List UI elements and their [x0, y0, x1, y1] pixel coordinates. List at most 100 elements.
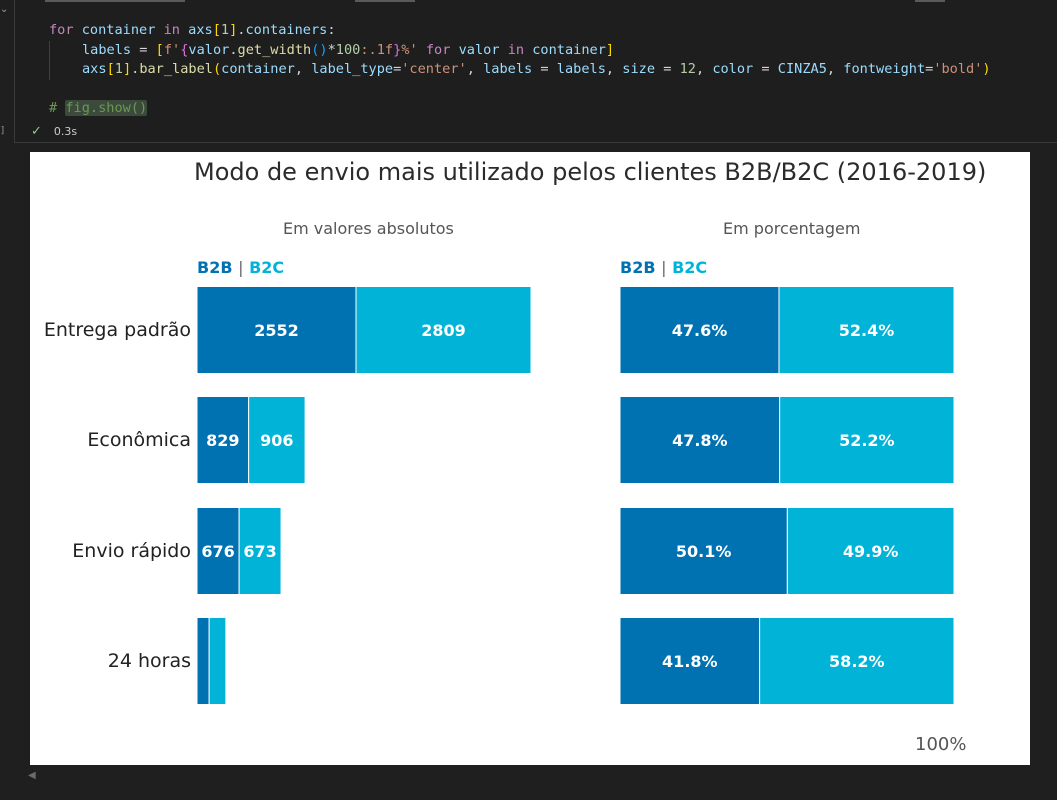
code-line: for container in axs[1].containers:: [49, 21, 991, 41]
code-token: get_width: [237, 41, 312, 58]
abs-bar-label: 676: [201, 542, 234, 561]
code-line: axs[1].bar_label(container, label_type='…: [49, 60, 991, 80]
x-tick-100: 100%: [915, 734, 967, 755]
pct-bar-b2b: [619, 286, 780, 374]
code-token: %': [401, 41, 426, 58]
code-token: [: [212, 22, 221, 38]
code-token: container: [532, 41, 606, 58]
code-token: (): [311, 41, 328, 58]
code-token: containers: [245, 22, 328, 38]
legend-separator: |: [238, 258, 244, 277]
code-token: ,: [695, 61, 713, 77]
code-token: *: [327, 41, 336, 58]
category-label: Econômica: [87, 429, 191, 451]
legend-b2c: B2C: [672, 258, 708, 277]
pct-bar-label: 47.6%: [672, 321, 728, 340]
code-token: =: [139, 41, 156, 58]
code-token: ): [982, 61, 991, 77]
code-token: color: [712, 61, 762, 77]
code-token: [: [155, 41, 164, 58]
prev-line-stub: [355, 0, 415, 2]
code-editor[interactable]: for container in axs[1].containers: label…: [49, 21, 991, 119]
code-token: [49, 40, 82, 60]
pct-bar-label: 52.2%: [839, 431, 895, 450]
code-line: [49, 80, 991, 100]
code-token: CINZA5: [777, 61, 827, 77]
prev-line-stub: [915, 0, 945, 2]
code-token: .: [229, 41, 238, 58]
code-token: .: [237, 22, 246, 38]
left-legend: B2B | B2C: [197, 258, 284, 277]
code-token: fig.show(): [65, 100, 148, 116]
code-token: [49, 60, 82, 80]
code-token: (: [212, 61, 222, 77]
category-label: Envio rápido: [72, 540, 191, 562]
abs-bar-label: 829: [206, 431, 239, 450]
code-token: bar_label: [139, 61, 213, 77]
pct-bar-label: 49.9%: [843, 542, 899, 561]
abs-bar-b2c: [238, 507, 282, 595]
abs-bar-label: 906: [260, 431, 293, 450]
code-token: ]: [122, 61, 132, 77]
legend-b2c: B2C: [249, 258, 285, 277]
code-token: axs: [188, 22, 213, 38]
right-subtitle: Em porcentagem: [723, 219, 861, 238]
code-token: {: [180, 41, 189, 58]
code-token: .: [131, 61, 140, 77]
pct-bar-b2c: [778, 286, 955, 374]
code-token: =: [761, 61, 778, 77]
code-token: for: [425, 41, 459, 58]
code-token: fontweight: [843, 61, 926, 77]
code-line: labels = [f'{valor.get_width()*100:.1f}%…: [49, 40, 991, 60]
code-token: :: [327, 22, 336, 38]
code-token: :.1f: [360, 41, 394, 58]
chart-canvas: 2552 2809 829 906 676 673 47.6% 52.4% 47.8% 52.2%…: [196, 286, 955, 705]
code-cell[interactable]: for container in axs[1].containers: label…: [14, 0, 1057, 143]
abs-bar-label: 2552: [254, 321, 299, 340]
pct-bar-label: 58.2%: [829, 652, 885, 671]
code-token: ,: [294, 61, 312, 77]
code-token: for: [49, 22, 82, 38]
code-line: # fig.show(): [49, 99, 991, 119]
code-token: axs: [82, 61, 107, 77]
code-token: 12: [679, 61, 696, 77]
left-subtitle: Em valores absolutos: [283, 219, 454, 238]
pct-bar-b2b: [619, 507, 788, 595]
code-token: =: [393, 61, 402, 77]
abs-bar-label: 673: [243, 542, 276, 561]
code-token: #: [49, 100, 66, 116]
code-token: ]: [605, 41, 615, 58]
code-token: valor: [458, 41, 508, 58]
code-token: label_type: [311, 61, 394, 77]
prev-line-stub: [45, 0, 185, 2]
code-token: 'bold': [933, 61, 983, 77]
abs-bar-b2c: [248, 396, 306, 484]
pct-bar-b2c: [779, 396, 955, 484]
legend-separator: |: [661, 258, 667, 277]
output-figure: 2552 2809 829 906 676 673 47.6% 52.4% 47.8% 52.2%…: [30, 152, 1030, 765]
execution-count-bracket: ]: [0, 126, 6, 136]
abs-bar-b2c: [208, 617, 227, 705]
pct-bar-label: 50.1%: [676, 542, 732, 561]
code-token: ]: [229, 22, 238, 38]
right-legend: B2B | B2C: [620, 258, 707, 277]
code-token: ,: [466, 61, 484, 77]
code-token: ,: [605, 61, 623, 77]
code-token: container: [81, 22, 164, 38]
scroll-left-icon[interactable]: ◀: [28, 770, 36, 781]
legend-b2b: B2B: [620, 258, 656, 277]
code-token: 'center': [401, 61, 467, 77]
pct-bar-b2b: [619, 396, 781, 484]
exec-time: 0.3s: [53, 125, 78, 138]
code-token: 1: [220, 22, 230, 38]
pct-bar-b2b: [619, 617, 761, 705]
code-token: =: [663, 61, 680, 77]
category-label: 24 horas: [107, 650, 191, 672]
legend-b2b: B2B: [197, 258, 233, 277]
abs-bar-b2b: [196, 617, 210, 705]
check-icon: ✓: [31, 124, 42, 139]
pct-bar-label: 41.8%: [662, 652, 718, 671]
chevron-down-icon[interactable]: ⌄: [0, 4, 9, 15]
code-token: valor: [188, 41, 230, 58]
pct-bar-label: 52.4%: [839, 321, 895, 340]
